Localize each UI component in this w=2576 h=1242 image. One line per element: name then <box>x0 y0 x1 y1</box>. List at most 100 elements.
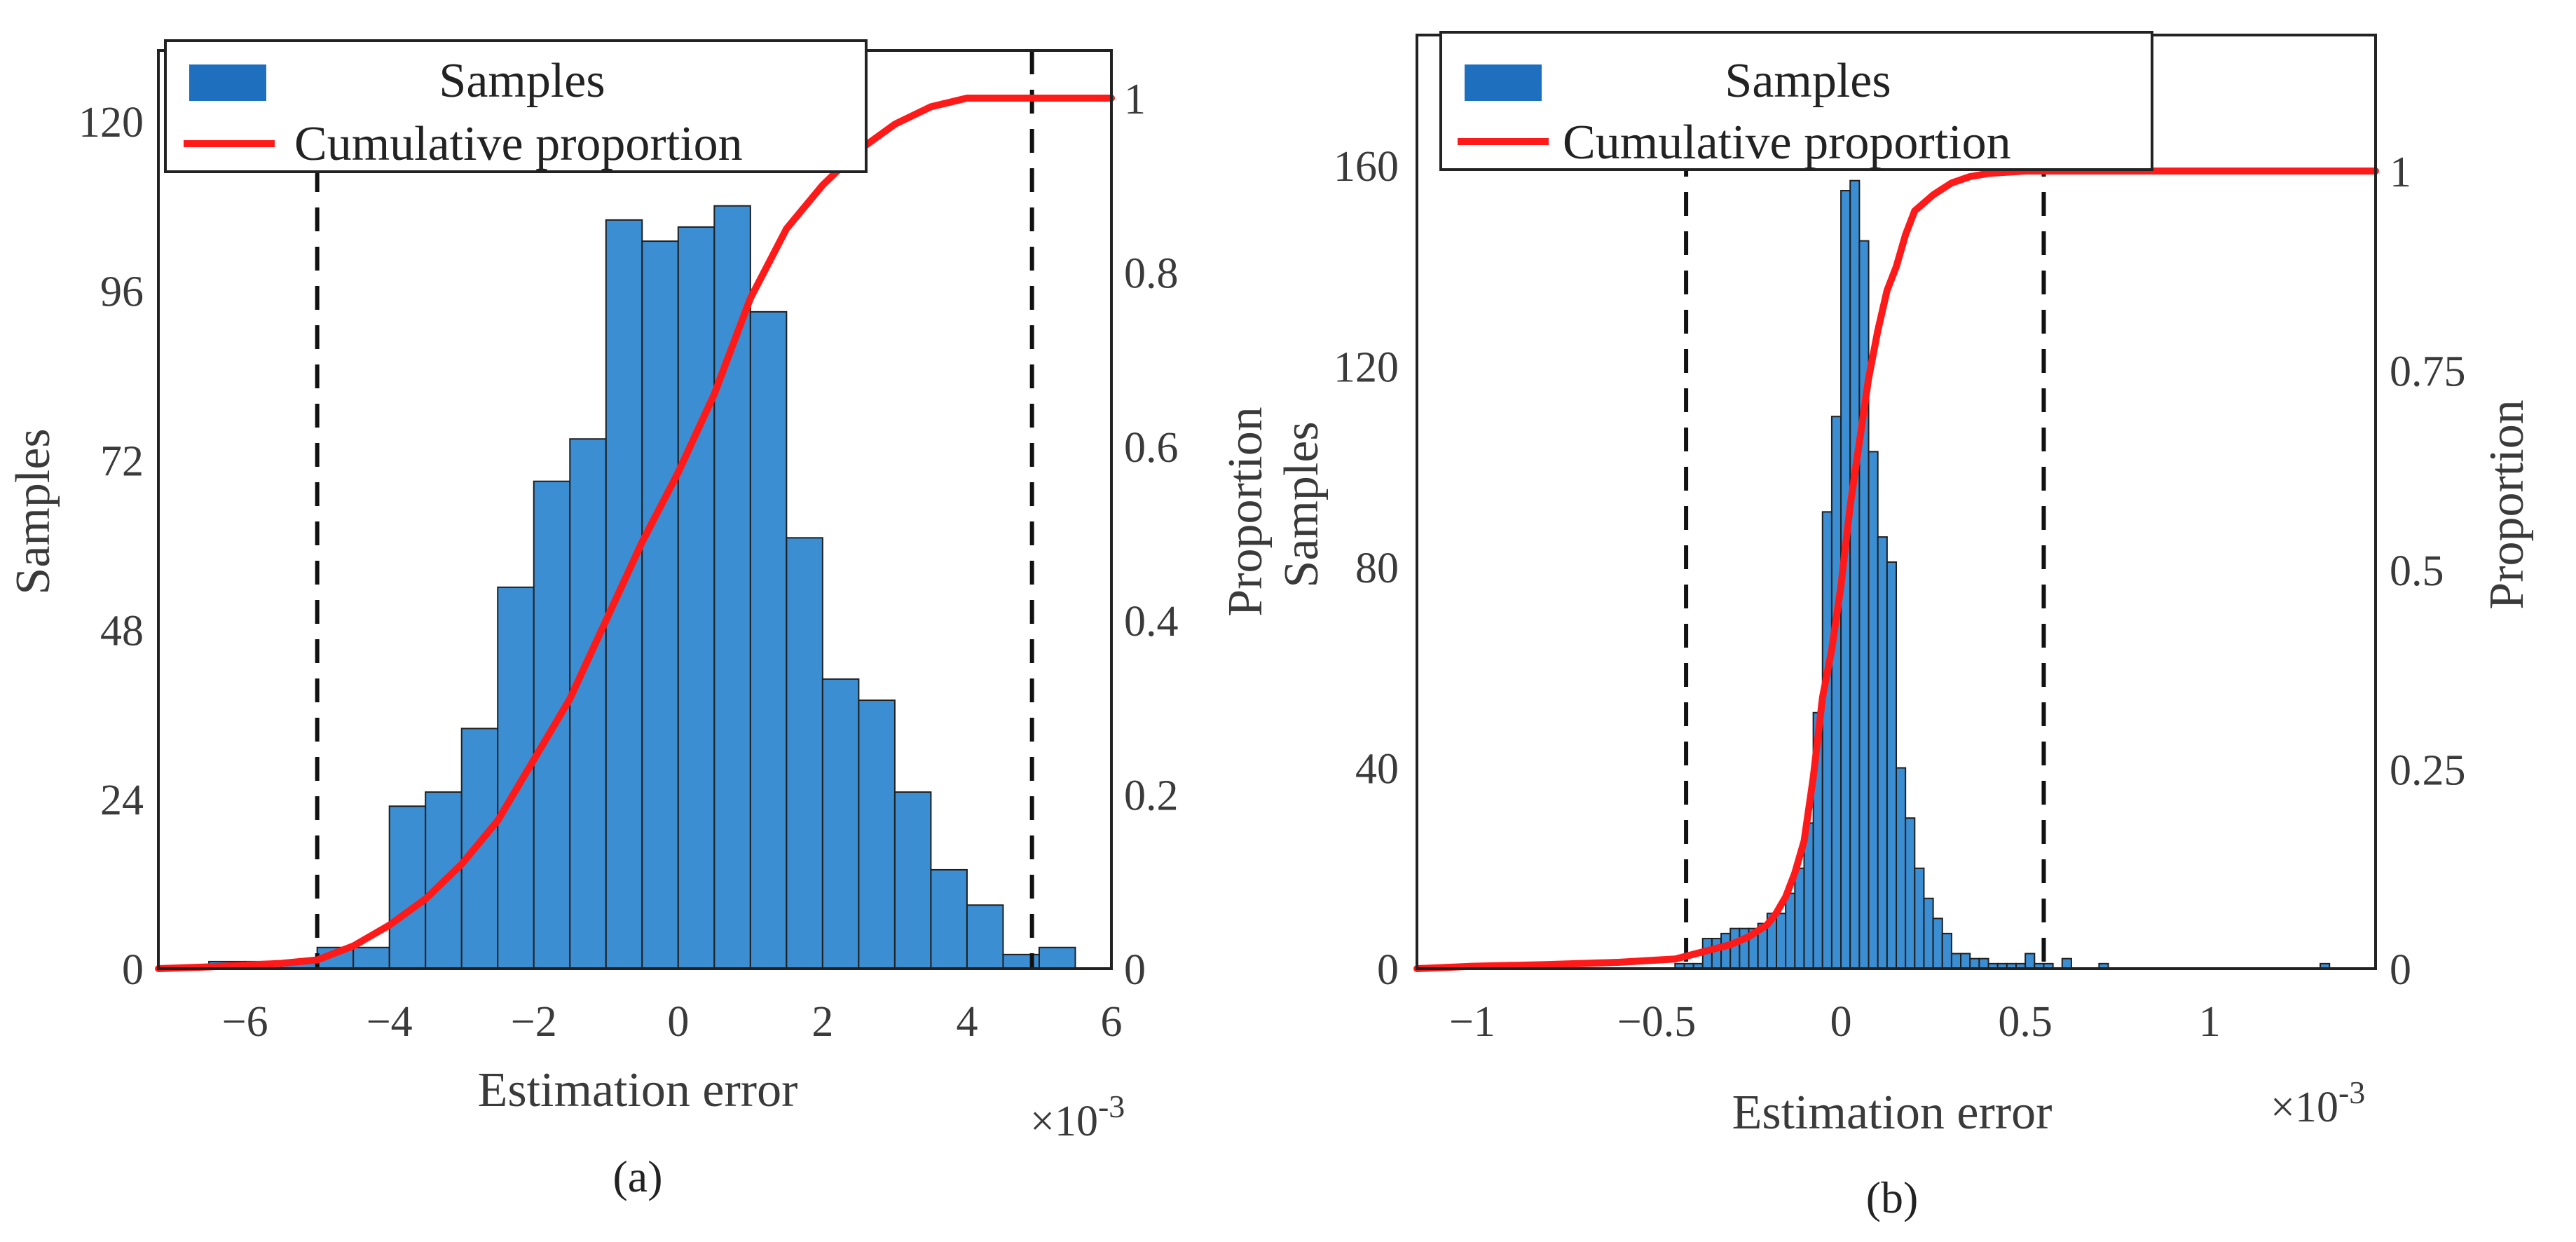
histogram-bar <box>1978 957 1989 969</box>
cumulative-curve-group <box>1413 168 2379 972</box>
y2-tick-label: 0.4 <box>1124 598 1179 646</box>
y-tick-label: 48 <box>100 607 144 655</box>
histogram-bar <box>1038 946 1076 970</box>
legend-box <box>164 39 868 173</box>
y-tick-label: 72 <box>100 437 144 485</box>
histogram-bar <box>1896 767 1907 969</box>
histogram-bar <box>1858 240 1870 969</box>
panel-caption: (a) <box>612 1152 662 1201</box>
y2-axis-label: Proportion <box>2480 400 2534 609</box>
x-axis-label: Estimation error <box>1732 1086 2053 1140</box>
y2-tick-label: 0.8 <box>1124 250 1179 297</box>
x-tick-label: 0 <box>667 998 689 1046</box>
x-axis-label: Estimation error <box>478 1063 798 1117</box>
x-tick-label: −4 <box>366 998 413 1046</box>
histogram-bar <box>1914 867 1925 969</box>
histogram-bar <box>1794 867 1805 969</box>
y-tick-label: 80 <box>1355 545 1399 592</box>
histogram-bar <box>1941 932 1952 970</box>
x-tick-label: 6 <box>1101 998 1123 1046</box>
histogram-bar <box>605 219 643 969</box>
histogram-bar <box>641 240 679 970</box>
histogram-bar <box>1830 416 1842 969</box>
y-tick-label: 24 <box>100 777 144 824</box>
histogram-bar <box>1969 957 1980 969</box>
histogram-bar <box>460 728 499 970</box>
histogram-bar <box>1886 561 1898 969</box>
x-multiplier-base: ×10 <box>2270 1084 2338 1131</box>
histogram-bar <box>749 310 788 970</box>
y-axis-label: Samples <box>1275 421 1329 587</box>
histogram-bar <box>1849 179 1861 970</box>
x-multiplier: ×10-3 <box>1030 1089 1125 1145</box>
histogram-bar <box>2025 953 2036 969</box>
x-multiplier-base: ×10 <box>1030 1098 1098 1145</box>
histogram-bar <box>1821 511 1832 969</box>
x-tick-label: −6 <box>222 998 268 1046</box>
legend: Samples Cumulative proportion <box>1439 31 2153 171</box>
y-axis-label: Samples <box>6 428 60 594</box>
histogram-bar <box>1932 917 1943 969</box>
x-tick-label: −0.5 <box>1617 998 1696 1046</box>
histogram-bar <box>1923 897 1934 970</box>
histogram-bar <box>1776 913 1787 970</box>
legend-curve-label: Cumulative proportion <box>294 117 743 171</box>
cumulative-curve-group <box>155 95 1115 972</box>
histogram-bar <box>786 537 823 969</box>
histogram-bar <box>858 700 896 969</box>
chart-panel-b: −1 −0.5 0 0.5 1 0 40 80 120 160 0 0.25 0.5 0.75 1 Samp… <box>1275 31 2534 1222</box>
histogram-bar <box>388 805 427 969</box>
y2-tick-label: 1 <box>2390 149 2411 196</box>
panel-caption: (b) <box>1866 1173 1919 1222</box>
y2-tick-label: 0.25 <box>2390 747 2466 795</box>
y-tick-label: 0 <box>122 946 144 994</box>
y-tick-label: 96 <box>100 268 144 316</box>
y-tick-label: 40 <box>1355 746 1399 793</box>
y2-axis-label: Proportion <box>1219 407 1273 616</box>
histogram-bar <box>893 791 932 969</box>
x-tick-label: 2 <box>811 998 833 1046</box>
histogram-bar <box>1960 953 1971 969</box>
histogram-bar <box>1905 817 1916 969</box>
histogram-bars <box>208 205 1076 970</box>
x-tick-label: 0 <box>1830 998 1852 1046</box>
x-tick-label: −1 <box>1449 998 1495 1046</box>
cumulative-proportion-line <box>1413 168 2379 972</box>
x-tick-label: −2 <box>511 998 557 1046</box>
y-tick-label: 120 <box>1334 344 1399 392</box>
tick-labels: −1 −0.5 0 0.5 1 0 40 80 120 160 0 0.25 0.5 0.75 1 <box>1334 143 2466 1046</box>
y2-tick-label: 0.75 <box>2390 348 2466 396</box>
histogram-bar <box>1950 953 1962 969</box>
y2-tick-label: 0.6 <box>1124 424 1179 472</box>
legend-curve-label: Cumulative proportion <box>1563 116 2011 170</box>
y2-tick-label: 0.2 <box>1124 772 1179 820</box>
x-tick-label: 4 <box>956 998 978 1046</box>
histogram-bar <box>1785 892 1796 970</box>
y2-tick-label: 0 <box>2390 946 2411 994</box>
cumulative-proportion-line <box>155 95 1115 972</box>
x-tick-label: 1 <box>2199 998 2221 1046</box>
threshold-lines <box>315 50 1034 969</box>
histogram-bars <box>1674 179 2331 970</box>
legend-samples-patch <box>1465 64 1542 101</box>
x-tick-label: 0.5 <box>1998 998 2053 1046</box>
histogram-bar <box>352 946 390 970</box>
histogram-bar <box>1711 938 1722 969</box>
y2-tick-label: 0 <box>1124 946 1146 994</box>
histogram-bar <box>821 678 860 969</box>
legend-box <box>1439 31 2153 171</box>
histogram-bar <box>2061 957 2072 969</box>
legend-samples-label: Samples <box>1725 54 1891 108</box>
histogram-bar <box>1729 927 1741 970</box>
x-multiplier: ×10-3 <box>2270 1074 2365 1131</box>
legend: Samples Cumulative proportion <box>164 39 868 173</box>
histogram-bar <box>1720 932 1732 970</box>
x-multiplier-exponent: -3 <box>2338 1074 2365 1110</box>
y-tick-label: 160 <box>1334 143 1399 191</box>
histogram-bar <box>677 226 715 969</box>
legend-samples-label: Samples <box>439 54 605 108</box>
histogram-bar <box>966 904 1004 970</box>
